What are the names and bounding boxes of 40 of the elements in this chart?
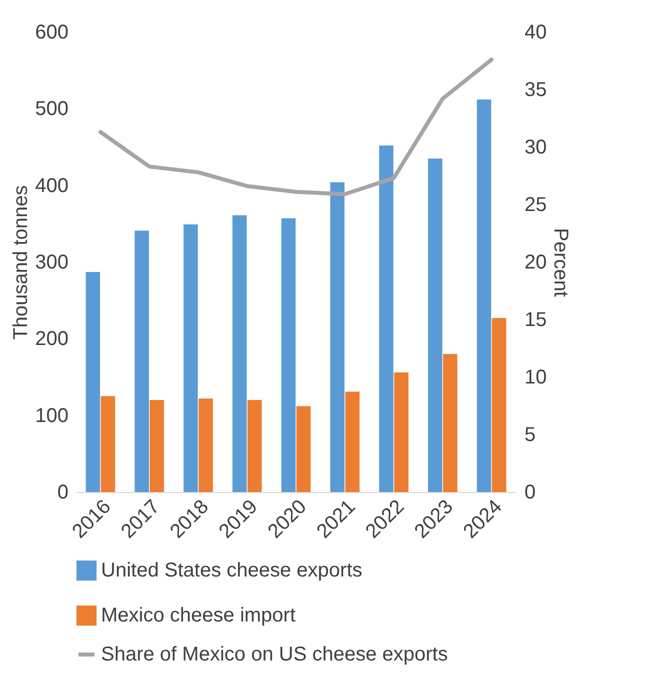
bar bbox=[394, 372, 408, 492]
bar bbox=[296, 406, 311, 492]
bar bbox=[134, 230, 149, 492]
bar bbox=[232, 215, 247, 492]
y-tick-label: 200 bbox=[35, 328, 68, 350]
y-tick-label: 100 bbox=[35, 404, 68, 427]
y-tick-label: 0 bbox=[57, 482, 68, 504]
y-tick-label: 600 bbox=[35, 22, 68, 44]
y-axis-title: Thousand tonnes bbox=[10, 185, 32, 340]
bar bbox=[345, 392, 360, 492]
bar bbox=[247, 400, 262, 492]
y2-tick-label: 5 bbox=[524, 424, 536, 446]
y2-tick-label: 40 bbox=[524, 22, 547, 44]
bar bbox=[150, 400, 164, 492]
y-tick-label: 500 bbox=[35, 98, 68, 120]
legend-label: Mexico cheese import bbox=[101, 604, 296, 626]
y2-axis-title: Percent bbox=[550, 228, 572, 298]
y2-tick-label: 20 bbox=[524, 252, 547, 274]
bar bbox=[330, 182, 345, 492]
legend-label: Share of Mexico on US cheese exports bbox=[101, 644, 448, 666]
bar bbox=[476, 99, 492, 492]
bar bbox=[379, 145, 394, 492]
legend-label: United States cheese exports bbox=[101, 560, 362, 582]
y2-tick-label: 15 bbox=[524, 309, 547, 331]
y-tick-label: 400 bbox=[35, 174, 68, 197]
y2-tick-label: 10 bbox=[524, 366, 547, 388]
bar bbox=[428, 158, 442, 492]
y-tick-label: 300 bbox=[35, 252, 68, 274]
y2-tick-label: 25 bbox=[524, 194, 547, 216]
bar bbox=[198, 398, 213, 492]
bar bbox=[443, 354, 458, 492]
bar bbox=[281, 218, 296, 492]
bar bbox=[492, 318, 506, 492]
y2-tick-label: 35 bbox=[524, 79, 547, 101]
y2-tick-label: 0 bbox=[524, 482, 536, 504]
bar bbox=[100, 396, 116, 492]
line-series bbox=[98, 58, 494, 196]
bar bbox=[184, 224, 198, 492]
bar bbox=[86, 272, 100, 492]
y2-tick-label: 30 bbox=[524, 136, 547, 158]
